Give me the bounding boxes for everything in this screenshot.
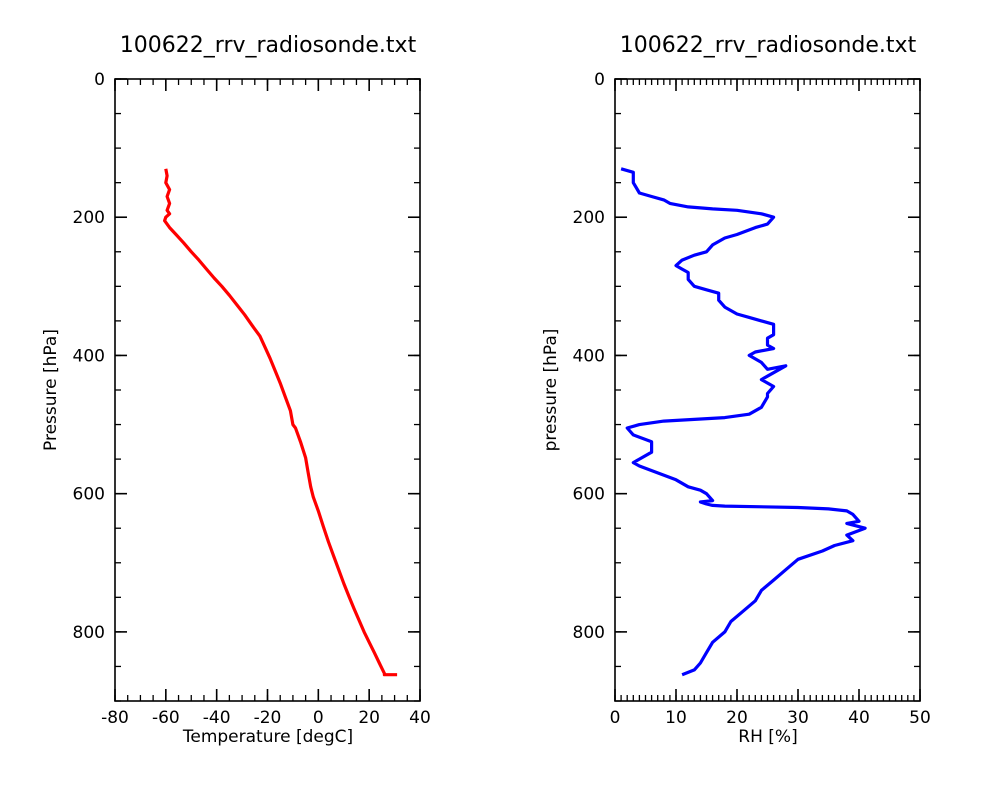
rh-y-axis-label: pressure [hPa] bbox=[541, 329, 561, 452]
rh-x-tick-label: 20 bbox=[726, 708, 748, 728]
rh-x-tick-label: 10 bbox=[665, 708, 687, 728]
rh-y-tick-label: 400 bbox=[573, 346, 605, 366]
rh-panel: 100622_rrv_radiosonde.txt RH [%] pressur… bbox=[541, 33, 931, 747]
temperature-y-tick-label: 800 bbox=[73, 623, 105, 643]
rh-y-tick-label: 0 bbox=[594, 70, 605, 90]
temperature-x-tick-label: -40 bbox=[203, 708, 231, 728]
temperature-x-tick-label: -20 bbox=[254, 708, 282, 728]
temperature-y-tick-label: 400 bbox=[73, 346, 105, 366]
temperature-x-tick-label: -60 bbox=[152, 708, 180, 728]
rh-y-tick-label: 800 bbox=[573, 623, 605, 643]
temperature-y-tick-label: 600 bbox=[73, 485, 105, 505]
temperature-y-tick-label: 0 bbox=[94, 70, 105, 90]
temperature-x-tick-label: 20 bbox=[358, 708, 380, 728]
rh-y-tick-label: 200 bbox=[573, 208, 605, 228]
rh-x-axis-label: RH [%] bbox=[738, 727, 797, 747]
rh-x-tick-label: 0 bbox=[610, 708, 621, 728]
rh-profile-line bbox=[620, 167, 867, 677]
temperature-plot-frame bbox=[114, 78, 421, 702]
temperature-x-tick-label: 40 bbox=[409, 708, 431, 728]
rh-x-tick-label: 50 bbox=[909, 708, 931, 728]
temperature-y-axis-label: Pressure [hPa] bbox=[41, 329, 61, 451]
temperature-panel: 100622_rrv_radiosonde.txt Temperature [d… bbox=[41, 33, 431, 747]
temperature-chart-title: 100622_rrv_radiosonde.txt bbox=[120, 33, 417, 58]
rh-y-tick-label: 600 bbox=[573, 485, 605, 505]
temperature-profile-line bbox=[163, 168, 398, 677]
rh-chart-title: 100622_rrv_radiosonde.txt bbox=[620, 33, 917, 58]
temperature-x-axis-label: Temperature [degC] bbox=[182, 727, 353, 747]
rh-marks: 0 10 20 30 40 50 0 200 400 600 800 bbox=[573, 70, 931, 728]
rh-x-tick-label: 40 bbox=[848, 708, 870, 728]
temperature-y-tick-label: 200 bbox=[73, 208, 105, 228]
rh-plot-frame bbox=[614, 78, 921, 702]
temperature-x-tick-label: -80 bbox=[101, 708, 129, 728]
temperature-x-tick-label: 0 bbox=[313, 708, 324, 728]
rh-x-tick-label: 30 bbox=[787, 708, 809, 728]
